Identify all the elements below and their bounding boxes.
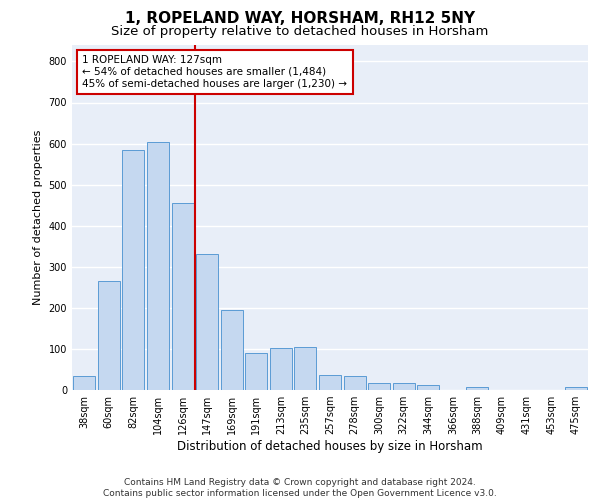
Bar — [221, 310, 243, 390]
Text: 1 ROPELAND WAY: 127sqm
← 54% of detached houses are smaller (1,484)
45% of semi-: 1 ROPELAND WAY: 127sqm ← 54% of detached… — [82, 56, 347, 88]
Bar — [245, 353, 268, 390]
Bar — [270, 348, 292, 390]
Bar — [73, 376, 95, 390]
Bar — [147, 142, 169, 390]
Bar — [344, 376, 365, 390]
Text: 1, ROPELAND WAY, HORSHAM, RH12 5NY: 1, ROPELAND WAY, HORSHAM, RH12 5NY — [125, 11, 475, 26]
Bar — [392, 383, 415, 390]
X-axis label: Distribution of detached houses by size in Horsham: Distribution of detached houses by size … — [177, 440, 483, 453]
Bar — [319, 375, 341, 390]
Text: Size of property relative to detached houses in Horsham: Size of property relative to detached ho… — [112, 25, 488, 38]
Bar — [172, 203, 194, 390]
Y-axis label: Number of detached properties: Number of detached properties — [33, 130, 43, 305]
Bar — [122, 150, 145, 390]
Text: Contains HM Land Registry data © Crown copyright and database right 2024.
Contai: Contains HM Land Registry data © Crown c… — [103, 478, 497, 498]
Bar — [196, 254, 218, 390]
Bar — [466, 387, 488, 390]
Bar — [295, 347, 316, 390]
Bar — [98, 281, 120, 390]
Bar — [368, 383, 390, 390]
Bar — [565, 387, 587, 390]
Bar — [417, 386, 439, 390]
